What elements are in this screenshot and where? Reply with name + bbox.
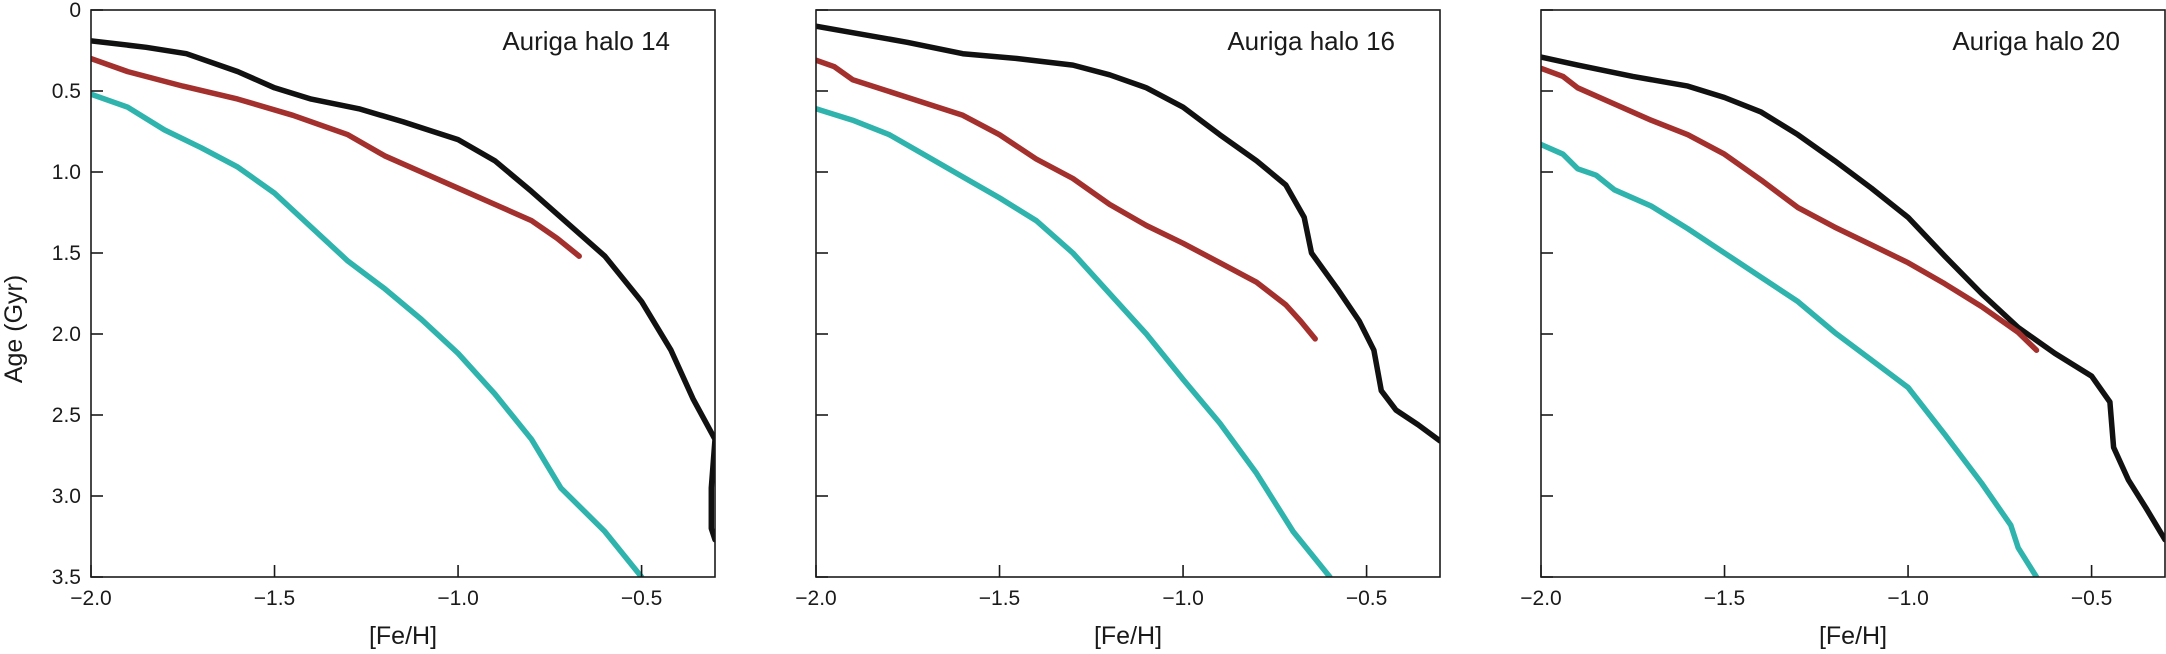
y-tick-label: 1.5	[52, 242, 81, 265]
y-tick-label: 1.0	[52, 161, 81, 184]
series-line-2	[1541, 65, 2040, 353]
x-tick-label: −1.5	[254, 587, 295, 610]
series-line-1	[816, 23, 1440, 444]
x-tick-label: −1.0	[1887, 587, 1928, 610]
y-tick-label: 0.5	[52, 80, 81, 103]
y-tick-label: 3.5	[52, 566, 81, 589]
x-tick-label: −2.0	[1520, 587, 1561, 610]
x-tick-label: −0.5	[1346, 587, 1387, 610]
panel-1: −2.0 −1.5 −1.0 −0.5 0 0.5 1.0 1.5 2.0 2.5 3.0 3.5 Au…	[52, 0, 716, 650]
panel-2: −2.0 −1.5 −1.0 −0.5 Auriga halo 16 [Fe/H]	[795, 9, 1441, 650]
series-line-3	[91, 91, 645, 577]
x-tick-label: −2.0	[70, 587, 111, 610]
plot-frame	[90, 9, 716, 578]
series-line-2	[816, 57, 1318, 342]
x-tick-label: −1.0	[1162, 587, 1203, 610]
series-line-2	[91, 55, 582, 259]
plot-frame	[1540, 9, 2166, 578]
x-axis-title: [Fe/H]	[369, 622, 437, 650]
x-tick-label: −2.0	[795, 587, 836, 610]
y-tick-label: 3.0	[52, 485, 81, 508]
series-line-3	[816, 106, 1333, 577]
y-tick-label: 0	[69, 0, 81, 22]
x-tick-label: −1.0	[437, 587, 478, 610]
panel-title: Auriga halo 14	[502, 26, 670, 56]
y-axis-title: Age (Gyr)	[0, 275, 28, 383]
x-axis-title: [Fe/H]	[1094, 622, 1162, 650]
x-tick-label: −0.5	[621, 587, 662, 610]
panel-title: Auriga halo 20	[1952, 26, 2120, 56]
series-line-1	[91, 38, 715, 543]
x-tick-label: −1.5	[979, 587, 1020, 610]
panel-3: −2.0 −1.5 −1.0 −0.5 Auriga halo 20 [Fe/H]	[1520, 9, 2166, 650]
x-axis-title: [Fe/H]	[1819, 622, 1887, 650]
x-tick-label: −1.5	[1704, 587, 1745, 610]
panel-title: Auriga halo 16	[1227, 26, 1395, 56]
series-line-1	[1541, 54, 2165, 543]
series-line-3	[1541, 141, 2040, 577]
plot-frame	[815, 9, 1441, 578]
y-tick-label: 2.0	[52, 323, 81, 346]
y-tick-label: 2.5	[52, 404, 81, 427]
x-tick-label: −0.5	[2071, 587, 2112, 610]
